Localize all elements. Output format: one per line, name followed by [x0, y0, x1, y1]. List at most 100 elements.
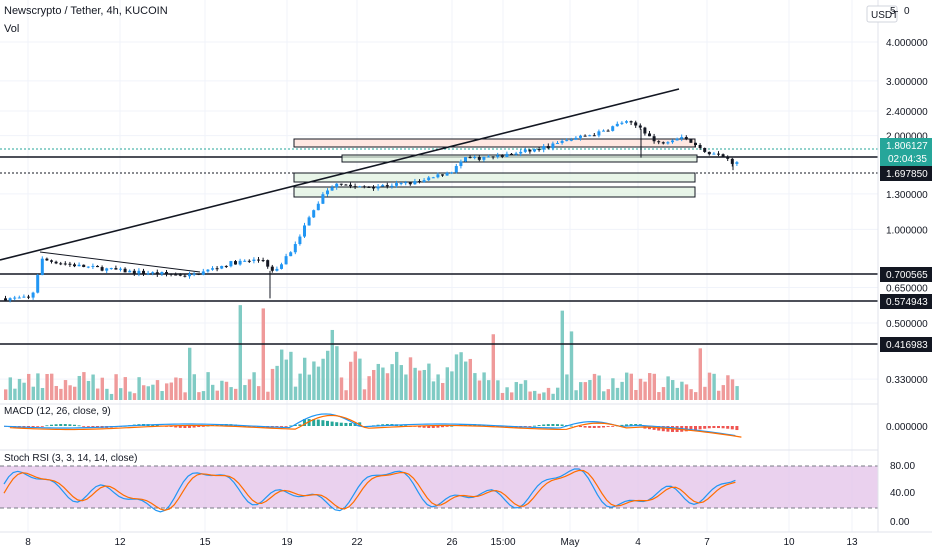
- support-resistance-zone[interactable]: [293, 138, 696, 148]
- volume-bar: [358, 358, 362, 400]
- candle-body: [606, 130, 610, 132]
- volume-bar: [344, 390, 348, 400]
- macd-histogram-bar: [303, 419, 306, 426]
- volume-bar: [123, 377, 127, 400]
- volume-bar: [404, 374, 408, 400]
- candle-body: [634, 122, 638, 126]
- candle-body: [45, 258, 49, 261]
- candle-body: [59, 263, 63, 265]
- trendlines: [0, 88, 680, 273]
- macd-histogram-bar: [698, 426, 702, 430]
- volume-bar: [427, 363, 431, 400]
- support-resistance-zone[interactable]: [293, 186, 696, 198]
- macd-histogram-bar: [155, 424, 159, 426]
- candle-body: [487, 156, 490, 158]
- descending-trendline[interactable]: [39, 251, 201, 273]
- currency-badge[interactable]: [866, 5, 898, 23]
- volume-bar: [413, 367, 417, 400]
- candle-body: [201, 271, 205, 275]
- candle-body: [684, 137, 688, 140]
- macd-histogram-bar: [50, 424, 53, 426]
- macd-histogram-bar: [620, 424, 624, 426]
- candle-body: [648, 133, 651, 137]
- candle-body: [385, 185, 389, 187]
- volume-bar: [247, 379, 252, 400]
- candle-body: [413, 181, 417, 185]
- volume-bar: [86, 380, 91, 400]
- volume-bar: [17, 378, 22, 400]
- candle-body: [215, 268, 219, 270]
- candle-body: [128, 270, 132, 273]
- candle-body: [661, 142, 665, 144]
- time-tick-label: 15:00: [490, 537, 515, 548]
- candle-body: [330, 187, 334, 191]
- candle-body: [372, 187, 375, 189]
- support-resistance-zone[interactable]: [293, 172, 696, 183]
- support-resistance-zone[interactable]: [341, 154, 698, 163]
- candle-body: [13, 297, 17, 299]
- stoch-band: [0, 466, 878, 508]
- volume-bar: [477, 380, 482, 400]
- level-value-1: 1.697850: [886, 169, 928, 180]
- macd-histogram-bar: [431, 426, 435, 428]
- macd-histogram-bar: [556, 424, 559, 426]
- volume-bar: [224, 381, 229, 400]
- candle-body: [77, 264, 81, 267]
- countdown-value: 02:04:35: [888, 154, 927, 165]
- volume-bar: [408, 357, 413, 400]
- candle-body: [514, 153, 518, 155]
- countdown-tag: [880, 152, 932, 166]
- candle-body: [528, 149, 532, 152]
- candle-body: [652, 136, 656, 142]
- candle-body: [537, 149, 541, 151]
- candle-body: [109, 268, 113, 270]
- volume-bar: [160, 391, 164, 400]
- candle-body: [280, 264, 283, 269]
- candle-body: [243, 260, 247, 262]
- macd-histogram-bar: [188, 426, 191, 428]
- volume-bar: [197, 392, 201, 400]
- candle-body: [82, 264, 86, 268]
- candle-body: [86, 266, 90, 268]
- volume-bar: [648, 373, 652, 400]
- volume-bar: [473, 373, 477, 400]
- volume-bar: [606, 389, 610, 400]
- candle-body: [178, 274, 182, 276]
- volume-bar: [694, 392, 698, 400]
- price-tick-label: 2.000000: [886, 132, 928, 143]
- volume-bar: [726, 375, 730, 400]
- macd-histogram-bar: [583, 426, 587, 428]
- macd-histogram-bar: [54, 424, 58, 426]
- candle-body: [132, 270, 136, 274]
- volume-bar: [698, 348, 702, 400]
- volume-bar: [666, 376, 670, 400]
- candle-body: [284, 256, 288, 265]
- candle-body: [50, 260, 53, 262]
- candle-body: [629, 121, 633, 123]
- macd-histogram-bar: [418, 426, 421, 428]
- macd-histogram-bar: [606, 426, 610, 427]
- candle-body: [119, 268, 122, 270]
- candle-body: [519, 151, 523, 154]
- volume-bar: [307, 374, 311, 400]
- volume-bar: [183, 392, 187, 400]
- volume-bar: [188, 347, 192, 400]
- volume-bar: [192, 374, 196, 400]
- candle-body: [238, 260, 242, 265]
- time-tick-label: 8: [25, 537, 31, 548]
- time-tick-label: 4: [635, 537, 641, 548]
- macd-histogram-bar: [542, 424, 546, 426]
- macd-histogram-bar: [197, 426, 201, 428]
- volume-bar: [418, 370, 422, 400]
- volume-bar: [335, 346, 339, 400]
- volume-bar: [459, 352, 463, 400]
- volume-bar: [211, 384, 215, 400]
- macd-histogram-bar: [634, 424, 638, 426]
- ascending-trendline[interactable]: [0, 88, 680, 261]
- volume-bar: [671, 380, 675, 400]
- macd-histogram-bar: [533, 425, 536, 427]
- volume-bar: [560, 310, 564, 400]
- candle-body: [694, 142, 697, 145]
- volume-bar: [556, 387, 560, 400]
